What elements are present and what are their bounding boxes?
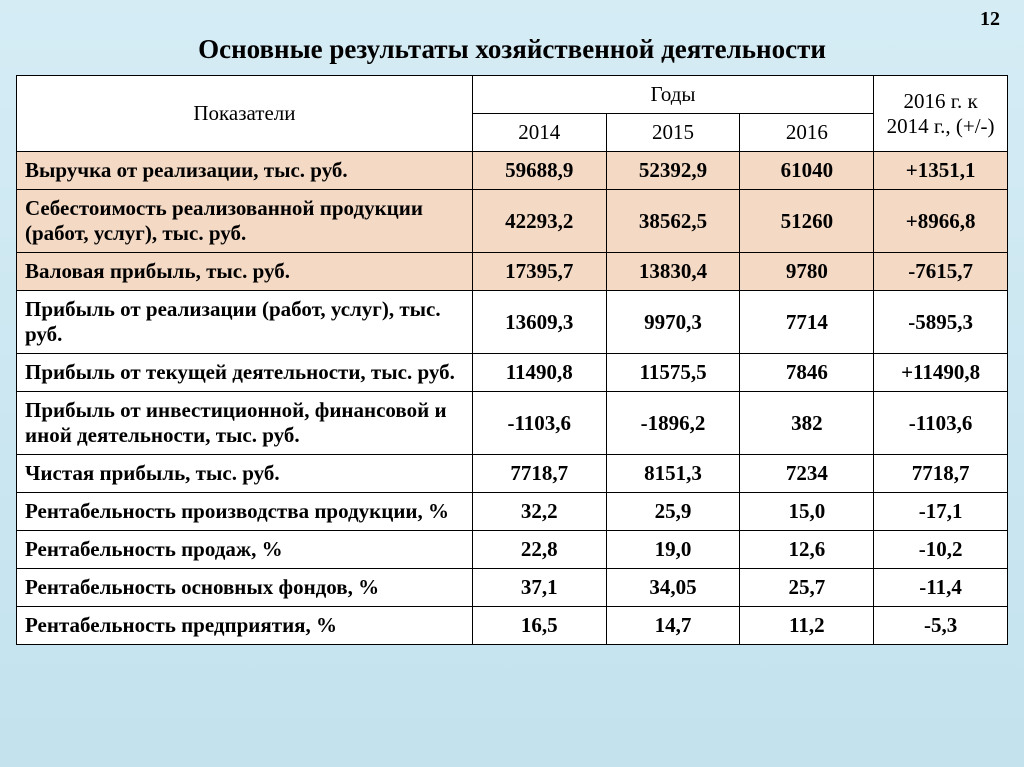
- row-diff: -10,2: [874, 531, 1008, 569]
- row-v2015: 38562,5: [606, 190, 740, 253]
- row-v2015: 25,9: [606, 493, 740, 531]
- row-v2014: 22,8: [472, 531, 606, 569]
- row-v2014: 32,2: [472, 493, 606, 531]
- row-label: Прибыль от текущей деятельности, тыс. ру…: [17, 354, 473, 392]
- table-row: Прибыль от текущей деятельности, тыс. ру…: [17, 354, 1008, 392]
- row-v2016: 25,7: [740, 569, 874, 607]
- header-year-2015: 2015: [606, 114, 740, 152]
- table-row: Рентабельность основных фондов, %37,134,…: [17, 569, 1008, 607]
- table-row: Рентабельность продаж, %22,819,012,6-10,…: [17, 531, 1008, 569]
- page-title: Основные результаты хозяйственной деятел…: [0, 0, 1024, 75]
- row-v2015: 11575,5: [606, 354, 740, 392]
- row-v2014: 7718,7: [472, 455, 606, 493]
- row-v2015: 13830,4: [606, 253, 740, 291]
- row-diff: -5895,3: [874, 291, 1008, 354]
- results-table-wrap: Показатели Годы 2016 г. к 2014 г., (+/-)…: [0, 75, 1024, 661]
- row-v2016: 12,6: [740, 531, 874, 569]
- row-v2014: 11490,8: [472, 354, 606, 392]
- row-v2015: 8151,3: [606, 455, 740, 493]
- row-v2014: 42293,2: [472, 190, 606, 253]
- row-label: Рентабельность предприятия, %: [17, 607, 473, 645]
- row-v2016: 61040: [740, 152, 874, 190]
- row-v2016: 7714: [740, 291, 874, 354]
- row-v2014: 16,5: [472, 607, 606, 645]
- row-v2015: 14,7: [606, 607, 740, 645]
- row-diff: -1103,6: [874, 392, 1008, 455]
- row-v2015: -1896,2: [606, 392, 740, 455]
- table-row: Чистая прибыль, тыс. руб.7718,78151,3723…: [17, 455, 1008, 493]
- row-v2016: 11,2: [740, 607, 874, 645]
- row-v2015: 19,0: [606, 531, 740, 569]
- row-v2015: 9970,3: [606, 291, 740, 354]
- row-v2016: 7234: [740, 455, 874, 493]
- row-label: Прибыль от инвестиционной, финансовой и …: [17, 392, 473, 455]
- table-row: Валовая прибыль, тыс. руб.17395,713830,4…: [17, 253, 1008, 291]
- row-diff: -17,1: [874, 493, 1008, 531]
- row-v2014: 37,1: [472, 569, 606, 607]
- row-v2014: 17395,7: [472, 253, 606, 291]
- row-v2016: 9780: [740, 253, 874, 291]
- row-v2014: 59688,9: [472, 152, 606, 190]
- row-label: Прибыль от реализации (работ, услуг), ты…: [17, 291, 473, 354]
- row-label: Рентабельность продаж, %: [17, 531, 473, 569]
- row-diff: -7615,7: [874, 253, 1008, 291]
- row-label: Валовая прибыль, тыс. руб.: [17, 253, 473, 291]
- row-diff: +1351,1: [874, 152, 1008, 190]
- row-label: Себестоимость реализованной продукции (р…: [17, 190, 473, 253]
- row-v2014: 13609,3: [472, 291, 606, 354]
- results-table: Показатели Годы 2016 г. к 2014 г., (+/-)…: [16, 75, 1008, 645]
- header-years-group: Годы: [472, 76, 873, 114]
- row-v2015: 52392,9: [606, 152, 740, 190]
- row-diff: +11490,8: [874, 354, 1008, 392]
- header-year-2016: 2016: [740, 114, 874, 152]
- header-indicators: Показатели: [17, 76, 473, 152]
- row-label: Выручка от реализации, тыс. руб.: [17, 152, 473, 190]
- page-number: 12: [980, 8, 1000, 31]
- row-label: Рентабельность производства продукции, %: [17, 493, 473, 531]
- row-v2014: -1103,6: [472, 392, 606, 455]
- row-diff: -5,3: [874, 607, 1008, 645]
- row-v2016: 382: [740, 392, 874, 455]
- table-row: Прибыль от инвестиционной, финансовой и …: [17, 392, 1008, 455]
- row-label: Чистая прибыль, тыс. руб.: [17, 455, 473, 493]
- row-v2015: 34,05: [606, 569, 740, 607]
- row-v2016: 7846: [740, 354, 874, 392]
- row-diff: 7718,7: [874, 455, 1008, 493]
- table-row: Выручка от реализации, тыс. руб.59688,95…: [17, 152, 1008, 190]
- row-diff: -11,4: [874, 569, 1008, 607]
- row-v2016: 51260: [740, 190, 874, 253]
- table-row: Рентабельность производства продукции, %…: [17, 493, 1008, 531]
- results-table-body: Выручка от реализации, тыс. руб.59688,95…: [17, 152, 1008, 645]
- header-diff: 2016 г. к 2014 г., (+/-): [874, 76, 1008, 152]
- table-row: Рентабельность предприятия, %16,514,711,…: [17, 607, 1008, 645]
- row-v2016: 15,0: [740, 493, 874, 531]
- table-row: Себестоимость реализованной продукции (р…: [17, 190, 1008, 253]
- header-year-2014: 2014: [472, 114, 606, 152]
- row-label: Рентабельность основных фондов, %: [17, 569, 473, 607]
- table-row: Прибыль от реализации (работ, услуг), ты…: [17, 291, 1008, 354]
- row-diff: +8966,8: [874, 190, 1008, 253]
